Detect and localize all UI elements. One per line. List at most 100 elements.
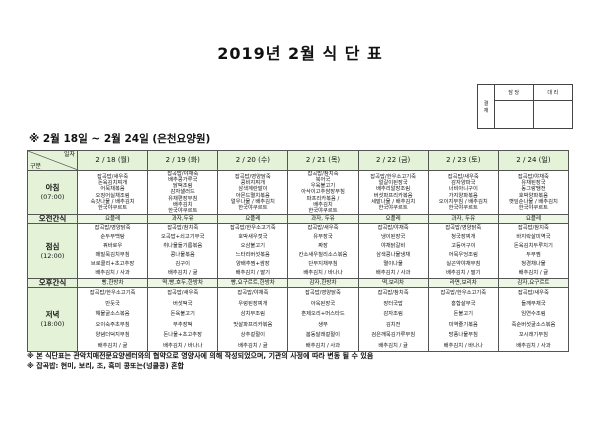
- meal-row: 저녁 (18:00) 잡곡밥/한우소고기죽 만둣국 해물굴소스볶음 오이숙주초무침 양념더덕…: [27, 287, 570, 352]
- menu-item: 과자, 두유: [311, 215, 335, 222]
- menu-cell: 잡곡밥/영양닭죽 콩비지찌개 삼색계란말이 아몬드멸치볶음 얼우나물 / 배추김치 한국야…: [217, 170, 289, 215]
- menu-item: 떡,보리차: [382, 279, 405, 286]
- menu-item: 꼬시래기무침: [518, 332, 549, 338]
- menu-item: 감자,요구르트: [517, 279, 550, 286]
- menu-item: 검은깨묵김가루무침: [371, 332, 416, 338]
- menu-item: 삼치무조림: [240, 311, 266, 317]
- meal-label: 점심 (12:00): [27, 223, 78, 279]
- menu-item: 오곡밥+쇠고기무국: [160, 234, 205, 240]
- day-header: 2 / 24 (일): [497, 150, 570, 171]
- meal-row: 오전간식 요플레 과자,두유 요플레 과자, 두유 요플레 과자, 두유 요플레: [27, 214, 570, 224]
- menu-item: 한국야쿠르트: [308, 207, 338, 214]
- menu-cell: 빵,요구르트,한방차: [217, 278, 289, 288]
- menu-item: 배추김치 / 사과: [95, 270, 130, 276]
- meal-row: 점심 (12:00) 잡곡밥/영양닭죽 순두부백탕 꿔바로우 메밀묵김치무침 브로콜리+초고…: [27, 223, 570, 279]
- menu-cell: 요플레: [76, 214, 149, 224]
- menu-item: 배추김치: [172, 201, 193, 208]
- day-header: 2 / 20 (수): [217, 150, 289, 171]
- menu-item: 요플레: [525, 215, 542, 222]
- approval-sign-2: [534, 101, 573, 128]
- menu-item: 배추김치 / 바나나: [443, 342, 483, 349]
- menu-item: 라면,보리차: [449, 279, 477, 286]
- approval-col-1: 담 당: [495, 85, 534, 101]
- menu-cell: 잡곡밥/한우소고기죽 만둣국 해물굴소스볶음 오이숙주초무침 양념더덕지무침 배추김치 /…: [76, 287, 149, 352]
- menu-item: 잡곡밥/야채죽: [167, 171, 199, 178]
- menu-item: 버섯파프리카볶음: [373, 192, 413, 199]
- menu-item: 멸이나물: [383, 261, 403, 267]
- menu-item: 방풍나물무침: [448, 332, 478, 338]
- menu-cell: 잡곡밥/참치죽 오곡밥+쇠고기무국 취나물들기름볶음 콩나물볶음 김구이 배추김치 / 귤: [147, 223, 219, 279]
- menu-cell: 잡곡밥/영양닭죽 순두부백탕 꿔바로우 메밀묵김치무침 브로콜리+초고추장 배추김치 / …: [76, 223, 149, 279]
- approval-sign-1: [495, 101, 534, 128]
- menu-item: 유채된장국: [521, 180, 546, 187]
- meal-name: 점심: [45, 241, 60, 251]
- meal-label: 오전간식: [27, 214, 78, 224]
- note-2: ※ 잡곡밥: 현미, 보리, 조, 흑미 콩또는(넝쿨콩) 혼합: [27, 362, 184, 370]
- menu-item: 느타리버섯볶음: [235, 252, 270, 258]
- menu-item: 장터국밥: [383, 300, 403, 307]
- menu-item: 잡곡밥/야채죽: [517, 174, 549, 181]
- menu-item: 두부찜: [526, 252, 541, 258]
- menu-cell: 잡곡밥/새우죽 돈육김치찌개 어묵채볶음 오징어실채조림 숙갓나물 / 배추김치 한국야쿠…: [76, 170, 149, 215]
- menu-item: 상추겉절이: [240, 332, 266, 338]
- menu-item: 감자양파국: [451, 180, 476, 187]
- menu-item: 청경채나물: [521, 261, 546, 267]
- menu-item: 어묵채볶음: [100, 186, 125, 193]
- week-range: ※ 2월 18일 ~ 2월 24일 (은천요양원): [29, 133, 211, 145]
- menu-cell: 잡곡밥/새우죽 버섯떡국 돈육불고기 부추장떡 돈나물+초고추장 배추김치 / 바나나: [147, 287, 219, 352]
- menu-item: 미역줄기볶음: [448, 321, 478, 328]
- menu-item: 배추김치 / 귤: [167, 270, 198, 276]
- menu-item: 임연수조림: [521, 311, 546, 317]
- menu-item: 삼색콩나물냉채: [376, 252, 411, 258]
- menu-item: 너비아니구이: [448, 186, 478, 193]
- meal-row: 오후간식 빵,한방차 떡,빵,호두,한방차 빵,요구르트,한방차 감자,한방차 떡,보리차…: [27, 278, 570, 288]
- day-header: 2 / 21 (목): [287, 150, 359, 171]
- menu-cell: 감자,한방차: [287, 278, 359, 288]
- menu-item: 잡곡밥/한우소고기죽: [230, 225, 276, 231]
- menu-item: 단무지채무침: [308, 261, 338, 267]
- menu-item: 오삼불고기: [240, 243, 266, 249]
- menu-cell: 잡곡밥/새우죽 들깨무채국 임연수조림 죽순버섯굴소스볶음 꼬시래기무침 배추김치 / 사…: [497, 287, 570, 352]
- menu-item: 훈제오리+머스타드: [301, 311, 345, 317]
- menu-item: 잡곡밥/새우죽: [447, 174, 479, 181]
- menu-cell: 감자,요구르트: [497, 278, 570, 288]
- menu-item: 빵,요구르트,한방차: [230, 279, 275, 286]
- menu-item: 잡곡밥/야채죽: [237, 290, 269, 296]
- corner-top-label: 일자: [63, 151, 75, 159]
- menu-cell: 빵,한방차: [76, 278, 149, 288]
- menu-item: 잡곡밥/한우소고기죽: [89, 290, 136, 296]
- menu-item: 떡,빵,호두,한방차: [162, 279, 204, 286]
- menu-item: 배추리알장조림: [376, 186, 411, 193]
- menu-item: 감자,한방차: [309, 279, 337, 286]
- menu-item: 부추장떡: [172, 321, 193, 328]
- approval-col-2: 대 리: [533, 85, 572, 101]
- menu-cell: 잡곡밥/참치죽 바지락살미역국 돈육김치두루치기 두부찜 청경채나물 배추김치 / 귤: [497, 223, 570, 279]
- menu-item: 배추김치 / 귤: [378, 342, 408, 349]
- meal-name: 오후간식: [38, 278, 67, 287]
- menu-item: 잡곡밥/참치죽: [307, 171, 339, 178]
- menu-item: 어묵우엉조림: [448, 252, 478, 258]
- menu-item: 콩나물볶음: [170, 252, 195, 258]
- meal-time: (12:00): [40, 251, 65, 260]
- menu-item: 감자조림: [383, 311, 403, 317]
- menu-item: 요플레: [385, 215, 401, 222]
- menu-item: 잡곡밥/새우죽: [517, 290, 549, 296]
- menu-item: 닭떡조림: [172, 183, 193, 190]
- menu-item: 동그랑땡전: [521, 186, 546, 193]
- menu-item: 호박양파볶음: [518, 192, 549, 199]
- menu-item: 배추김치 / 귤: [97, 342, 128, 349]
- menu-item: 배추김치 / 딸기: [235, 270, 271, 276]
- menu-item: 요플레: [104, 215, 121, 222]
- diagonal-line: [28, 151, 77, 170]
- meal-label: 아침 (07:00): [27, 170, 78, 215]
- menu-item: 김구이: [175, 261, 191, 267]
- menu-item: 잡곡밥/참치죽: [167, 225, 199, 231]
- menu-item: 한국야쿠르트: [238, 204, 268, 211]
- corner-bottom-label: 구분: [30, 163, 42, 170]
- menu-item: 가지양파볶음: [448, 192, 478, 199]
- menu-item: 유채편장무침: [168, 195, 198, 202]
- menu-item: 배추김치 / 귤: [518, 270, 549, 276]
- menu-item: 오징어실채조림: [95, 192, 130, 199]
- menu-item: 돈육김치찌개: [97, 180, 128, 187]
- menu-item: 얼갈이된장국: [378, 180, 408, 187]
